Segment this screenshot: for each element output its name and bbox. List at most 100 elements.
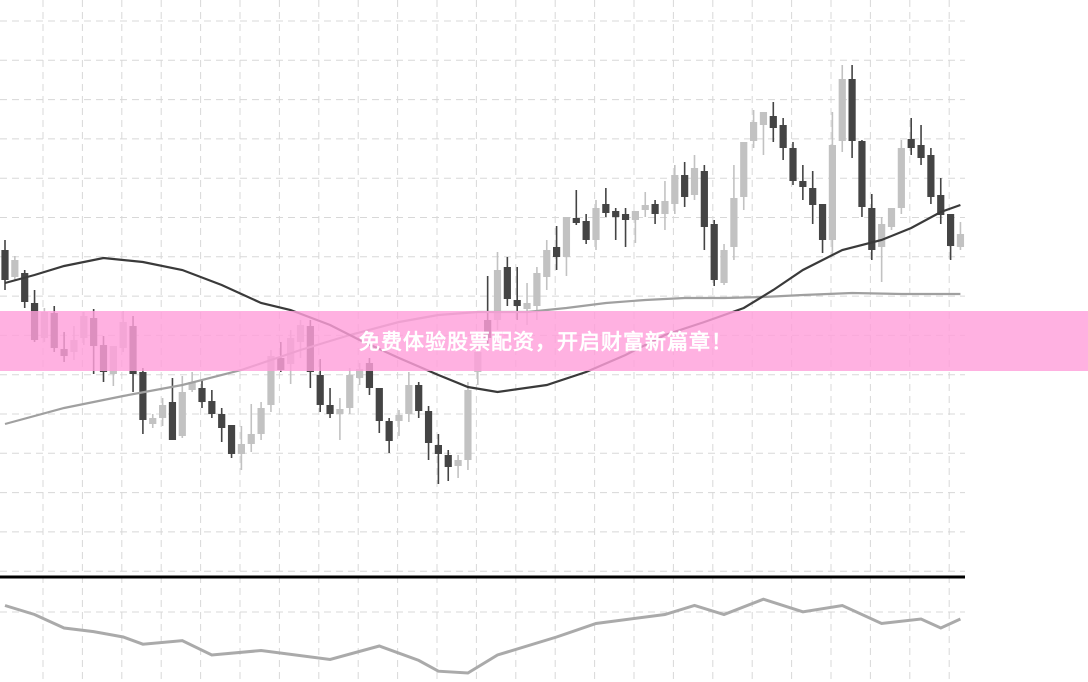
candle xyxy=(897,140,905,214)
candle xyxy=(769,102,777,142)
candle-body xyxy=(503,267,511,299)
candle-body xyxy=(651,204,659,214)
candle xyxy=(149,414,157,428)
candle xyxy=(799,165,807,200)
candle xyxy=(917,125,925,165)
candle xyxy=(858,140,866,217)
candle xyxy=(730,165,738,260)
candle xyxy=(375,388,383,433)
candle-body xyxy=(533,273,541,306)
candle-body xyxy=(759,112,768,125)
candle xyxy=(671,165,679,214)
candle-body xyxy=(612,211,620,217)
candle-body xyxy=(700,171,708,227)
candle-body xyxy=(671,175,679,204)
candle-body xyxy=(247,434,255,444)
candle xyxy=(602,188,610,217)
candle-body xyxy=(878,224,886,247)
candle-body xyxy=(641,205,649,210)
candle-body xyxy=(168,402,177,440)
candle-body xyxy=(848,79,856,141)
candle-body xyxy=(356,369,364,378)
candle-body xyxy=(562,217,571,257)
candles xyxy=(1,65,965,484)
candle xyxy=(700,165,708,250)
candle xyxy=(1,240,9,290)
candle xyxy=(454,455,462,478)
candle xyxy=(750,110,758,148)
candle-body xyxy=(493,270,502,320)
candle-body xyxy=(139,372,147,420)
candle-body xyxy=(513,300,521,306)
candle-body xyxy=(789,148,797,181)
candle-body xyxy=(828,145,836,240)
candle-body xyxy=(710,224,718,280)
candle xyxy=(651,200,659,224)
candle xyxy=(868,194,876,260)
candle-body xyxy=(424,411,433,443)
candle-body xyxy=(720,250,728,283)
candle xyxy=(434,434,442,484)
candle-body xyxy=(198,388,206,402)
candle xyxy=(956,222,965,250)
candle xyxy=(178,376,186,438)
candle-body xyxy=(917,145,925,158)
candle-body xyxy=(661,201,669,214)
promo-banner[interactable]: 免费体验股票配资，开启财富新篇章！ xyxy=(0,311,1088,371)
candle-body xyxy=(267,356,275,405)
candle xyxy=(887,208,896,230)
candle xyxy=(641,192,649,217)
oscillator-line xyxy=(4,597,962,675)
candle-body xyxy=(326,405,334,414)
candle xyxy=(385,418,393,453)
candle-body xyxy=(444,455,452,467)
candle xyxy=(444,450,452,481)
candle xyxy=(218,408,226,442)
candle-body xyxy=(188,382,196,390)
candle xyxy=(257,402,265,440)
candle-body xyxy=(858,141,866,207)
candle-body xyxy=(602,204,610,213)
candle xyxy=(553,226,561,270)
candle-body xyxy=(937,195,945,215)
candle xyxy=(631,211,639,243)
candle-body xyxy=(769,116,777,128)
candle xyxy=(828,112,836,256)
candle-body xyxy=(690,168,699,195)
candle xyxy=(838,65,846,152)
candle-body xyxy=(750,122,758,141)
candle-body xyxy=(838,79,846,141)
candle-body xyxy=(592,208,600,240)
candle xyxy=(346,368,354,414)
candle-body xyxy=(159,405,167,418)
candle-body xyxy=(553,247,561,257)
candle xyxy=(681,162,689,207)
candle-body xyxy=(346,375,354,408)
candle-body xyxy=(887,208,896,227)
candle xyxy=(878,217,886,282)
candle-body xyxy=(237,444,245,454)
candle xyxy=(198,380,206,408)
candle-body xyxy=(868,208,876,250)
candle xyxy=(503,257,511,306)
candle xyxy=(720,244,728,285)
candle xyxy=(237,426,245,470)
candle-body xyxy=(907,139,915,148)
candle-body xyxy=(21,273,29,302)
candle-body xyxy=(621,214,630,220)
candle xyxy=(937,178,945,224)
candle-body xyxy=(336,409,344,414)
candle-body xyxy=(227,425,236,454)
candle-body xyxy=(257,408,265,434)
candle xyxy=(740,142,748,210)
candle-body xyxy=(681,175,689,197)
candle xyxy=(789,142,797,185)
candle xyxy=(927,148,935,204)
candle-body xyxy=(385,421,393,441)
candle xyxy=(621,208,630,247)
candle xyxy=(592,200,600,250)
candle xyxy=(424,406,433,460)
candle xyxy=(947,214,955,260)
candle xyxy=(848,65,856,158)
candle xyxy=(710,220,718,286)
